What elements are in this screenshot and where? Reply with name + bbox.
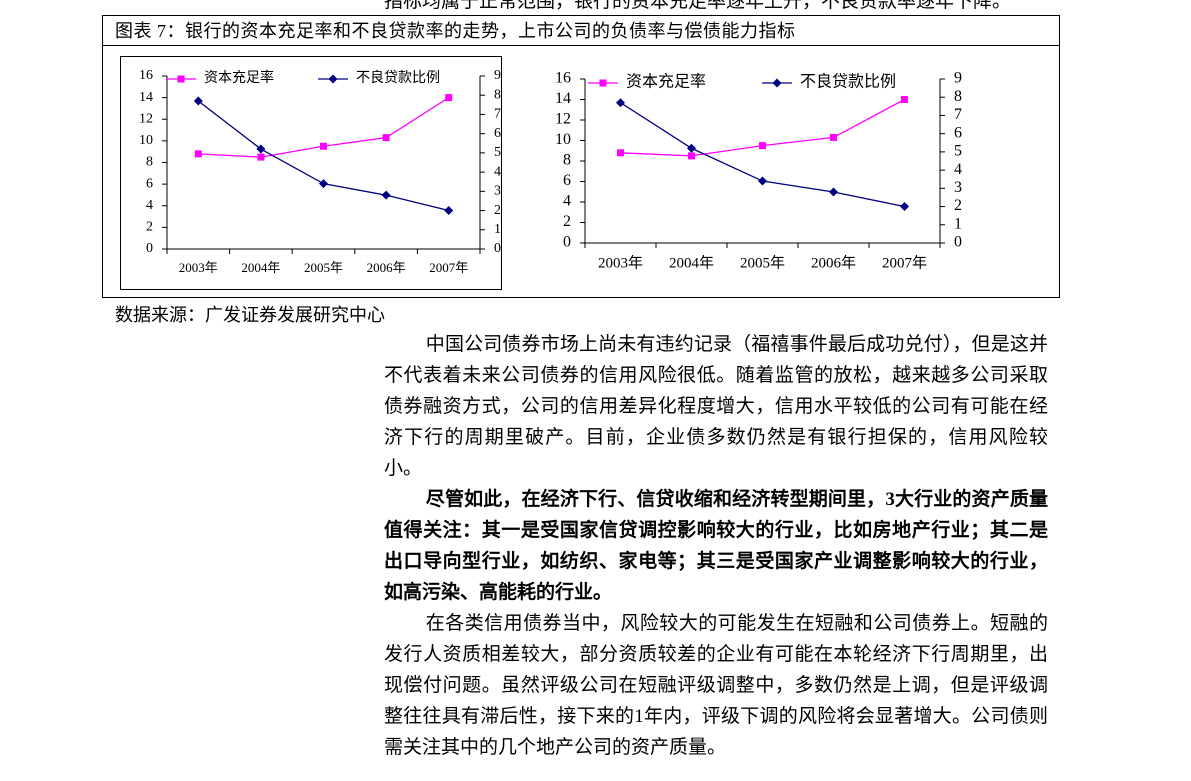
legend-label: 资本充足率	[626, 73, 706, 91]
x-tick-label: 2004年	[241, 260, 280, 275]
y-tick-label: 14	[139, 90, 153, 105]
top-line: 指标均属于正常范围，银行的资本充足率逐年上升，不良贷款率逐年下降。	[384, 0, 1012, 12]
point	[829, 187, 838, 197]
y2-tick-label: 4	[494, 164, 501, 179]
point	[688, 152, 695, 160]
y2-tick-label: 6	[494, 126, 501, 141]
y-tick-label: 14	[555, 90, 571, 107]
point	[320, 142, 327, 150]
y2-tick-label: 9	[954, 70, 962, 87]
y2-tick-label: 8	[954, 88, 962, 105]
y2-tick-label: 3	[954, 179, 962, 196]
figure: 图表 7：银行的资本充足率和不良贷款率的走势，上市公司的负债率与偿债能力指标	[102, 15, 1060, 298]
legend-label: 资本充足率	[204, 69, 274, 86]
point	[256, 144, 266, 154]
point	[759, 142, 766, 150]
x-tick-label: 2007年	[429, 260, 468, 275]
point	[444, 206, 454, 216]
y-tick-label: 16	[139, 68, 153, 83]
y-tick-label: 10	[555, 131, 571, 148]
y2-tick-label: 4	[954, 161, 962, 178]
y-tick-label: 4	[146, 198, 153, 213]
chart-border	[120, 56, 502, 290]
source: 数据来源：广发证券发展研究中心	[115, 305, 385, 325]
y2-tick-label: 5	[494, 145, 501, 160]
x-tick-label: 2003年	[179, 260, 218, 275]
y2-tick-label: 1	[494, 222, 501, 237]
y-tick-label: 6	[146, 176, 153, 191]
point	[758, 176, 767, 186]
body-text: 中国公司债券市场上尚未有违约记录（福禧事件最后成功兑付），但是这并不代表着未来公…	[384, 329, 1048, 763]
y2-tick-label: 0	[494, 241, 501, 256]
y-tick-label: 8	[563, 152, 571, 169]
legend-label: 不良贷款比例	[356, 70, 440, 86]
x-tick-label: 2005年	[304, 260, 343, 275]
point	[445, 94, 453, 102]
y-tick-label: 2	[563, 213, 571, 230]
y2-tick-label: 5	[954, 143, 962, 160]
y-tick-label: 4	[563, 193, 571, 210]
legend-marker	[772, 78, 782, 88]
point	[193, 96, 203, 106]
y-tick-label: 8	[146, 155, 153, 170]
x-tick-label: 2006年	[367, 260, 406, 275]
y-tick-label: 12	[555, 111, 571, 128]
x-tick-label: 2003年	[598, 254, 643, 271]
x-tick-label: 2006年	[811, 254, 856, 271]
y-tick-label: 2	[146, 220, 153, 235]
y2-tick-label: 7	[954, 106, 962, 123]
y2-tick-label: 2	[954, 197, 962, 214]
x-tick-label: 2004年	[669, 254, 714, 271]
paragraph: 尽管如此，在经济下行、信贷收缩和经济转型期间里，3大行业的资产质量值得关注：其一…	[384, 489, 1048, 603]
figure-caption: 图表 7：银行的资本充足率和不良贷款率的走势，上市公司的负债率与偿债能力指标	[103, 16, 1059, 46]
x-tick-label: 2005年	[740, 254, 785, 271]
y-tick-label: 0	[146, 241, 153, 256]
point	[319, 179, 328, 189]
point	[687, 143, 696, 153]
point	[830, 133, 837, 141]
y-tick-label: 0	[563, 234, 571, 251]
legend-marker	[328, 74, 338, 84]
y2-tick-label: 1	[954, 215, 962, 232]
y2-tick-label: 6	[954, 124, 962, 141]
point	[257, 153, 265, 161]
point	[616, 98, 625, 108]
y2-tick-label: 0	[954, 234, 962, 251]
y2-tick-label: 9	[494, 68, 501, 83]
paragraph: 在各类信用债券当中，风险较大的可能发生在短融和公司债券上。短融的发行人资质相差较…	[384, 613, 1048, 758]
legend-marker	[177, 75, 185, 83]
y2-tick-label: 2	[494, 203, 501, 218]
point	[382, 134, 390, 142]
y2-tick-label: 8	[494, 87, 501, 102]
y2-tick-label: 3	[494, 184, 501, 199]
point	[194, 150, 202, 158]
y-tick-label: 10	[139, 133, 153, 148]
paragraph: 中国公司债券市场上尚未有违约记录（福禧事件最后成功兑付），但是这并不代表着未来公…	[384, 334, 1048, 479]
x-tick-label: 2007年	[882, 254, 927, 271]
legend-marker	[599, 79, 607, 87]
y-tick-label: 12	[139, 111, 153, 126]
point	[900, 202, 909, 212]
y2-tick-label: 7	[494, 107, 501, 122]
y-tick-label: 16	[555, 70, 571, 87]
point	[617, 149, 624, 157]
y-tick-label: 6	[563, 172, 571, 189]
point	[381, 190, 391, 200]
point	[901, 96, 908, 103]
legend-label: 不良贷款比例	[800, 73, 896, 91]
